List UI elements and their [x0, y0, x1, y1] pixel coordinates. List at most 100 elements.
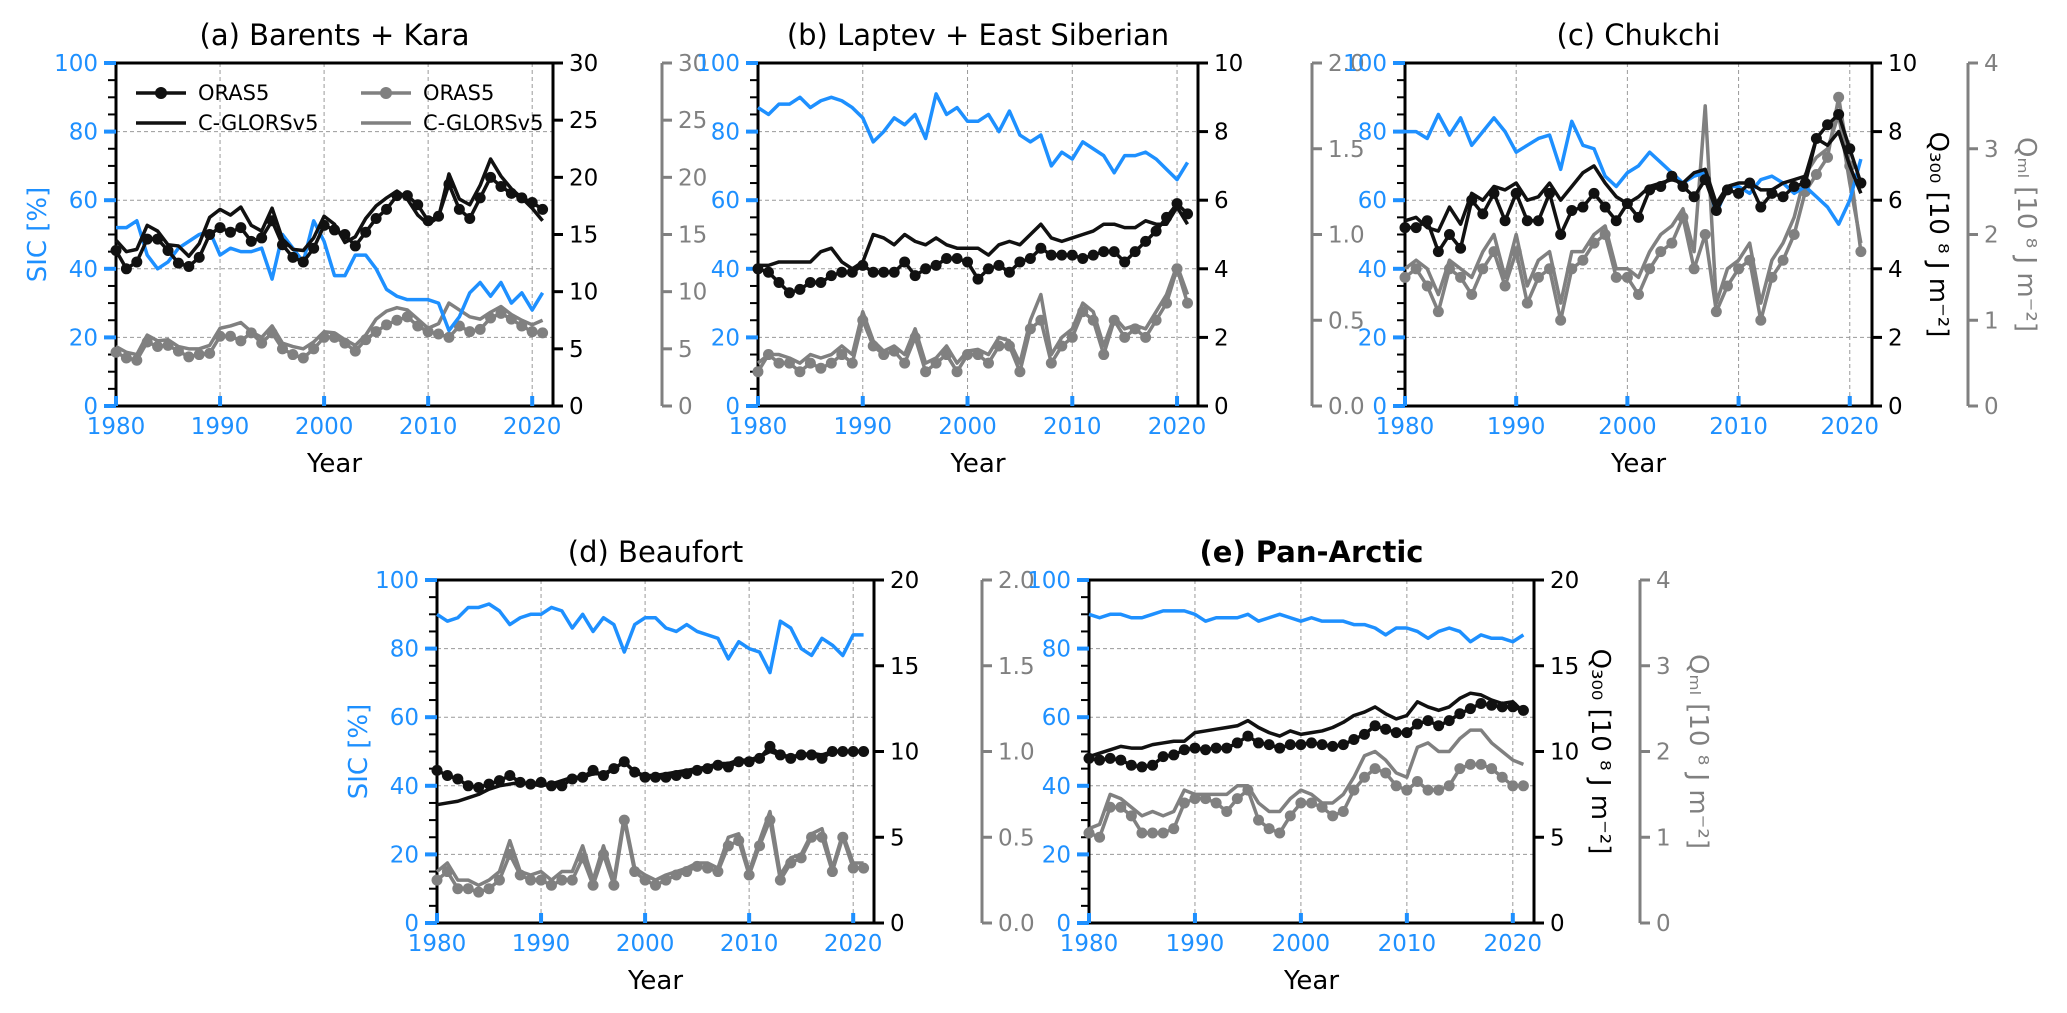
y3-tick-label: 2.0 [1328, 51, 1365, 77]
x-tick-label: 2000 [938, 414, 997, 440]
q300-oras5-point [1755, 201, 1767, 213]
qml-oras5-point [464, 326, 476, 338]
q300-oras5-point [256, 232, 268, 244]
qml-oras5-point [1087, 314, 1099, 326]
q300-oras5-point [329, 224, 340, 236]
q300-oras5-point [618, 756, 630, 768]
y-tick-label: 40 [1358, 257, 1387, 283]
qml-oras5-point [1666, 237, 1678, 249]
qml-oras5-point [349, 345, 361, 357]
y-tick-label: 0 [1056, 911, 1071, 937]
qml-oras5-point [1466, 289, 1478, 301]
qml-oras5-point [204, 347, 216, 359]
q300-oras5-point [639, 771, 651, 783]
q300-oras5-point [339, 229, 351, 240]
qml-oras5-point [329, 331, 340, 343]
q300-oras5-point [1833, 108, 1845, 120]
q300-axis-label: Q₃₀₀ [10 ⁸ J m⁻²] [1923, 132, 1953, 338]
qml-oras5-point [1499, 280, 1511, 292]
y3-tick-label: 15 [678, 223, 707, 249]
qml-oras5-point [1263, 823, 1275, 835]
q300-oras5-point [1242, 730, 1254, 742]
y2-tick-label: 10 [1214, 51, 1243, 77]
y3-tick-label: 0 [678, 394, 693, 420]
y3-tick-label: 2 [1656, 740, 1671, 766]
y2-tick-label: 20 [890, 568, 919, 594]
q300-oras5-point [1844, 143, 1856, 155]
y3-tick-label: 1 [1984, 308, 1999, 334]
qml-oras5-point [131, 354, 143, 366]
q300-oras5-point [1380, 723, 1392, 735]
qml-oras5-point [597, 848, 609, 860]
q300-oras5-point [266, 215, 278, 227]
y3-tick-label: 2.0 [998, 568, 1035, 594]
q300-cglors-line [114, 157, 544, 258]
x-tick-label: 1990 [191, 414, 250, 440]
qml-oras5-point [681, 866, 693, 878]
q300-cglors-line [758, 205, 1190, 271]
q300-oras5-point [670, 770, 682, 782]
q300-oras5-point [224, 226, 236, 238]
q300-oras5-point [1168, 749, 1180, 761]
x-tick-label: 1980 [1376, 414, 1435, 440]
q300-oras5-point [1433, 720, 1445, 732]
q300-oras5-point [1510, 187, 1522, 199]
qml-oras5-point [1136, 827, 1148, 839]
x-tick-label: 1980 [408, 931, 467, 957]
qml-oras5-point [1157, 827, 1169, 839]
y2-tick-label: 0 [890, 911, 905, 937]
q300-oras5-point [1147, 759, 1159, 771]
q300-oras5-point [422, 215, 434, 227]
qml-oras5-point [888, 345, 900, 357]
qml-oras5-point [473, 886, 485, 898]
y2-tick-label: 10 [890, 740, 919, 766]
q300-oras5-point [1486, 699, 1498, 711]
q300-oras5-point [629, 766, 641, 778]
q300-oras5-point [1056, 249, 1068, 261]
y-tick-label: 40 [69, 257, 98, 283]
q300-oras5-point [245, 235, 257, 247]
q300-oras5-point [993, 259, 1005, 271]
q300-oras5-point [443, 178, 455, 190]
qml-oras5-point [899, 357, 911, 369]
qml-oras5-point [1210, 797, 1222, 809]
y3-tick-label: 5 [678, 337, 693, 363]
q300-oras5-point [1777, 191, 1789, 203]
qml-oras5-point [712, 866, 724, 878]
y2-tick-label: 15 [569, 223, 598, 249]
qml-oras5-point [577, 852, 589, 864]
q300-oras5-point [1200, 744, 1212, 756]
q300-oras5-point [1677, 180, 1689, 192]
qml-oras5-point [505, 313, 517, 325]
qml-oras5-point [1295, 797, 1307, 809]
q300-oras5-point [1161, 211, 1173, 223]
q300-oras5-point [825, 270, 837, 282]
q300-oras5-point [1799, 177, 1811, 189]
y-tick-label: 80 [711, 120, 740, 146]
q300-oras5-point [1171, 198, 1183, 210]
q300-oras5-point [1477, 208, 1489, 220]
q300-oras5-point [1348, 733, 1360, 745]
q300-oras5-point [1140, 235, 1152, 247]
q300-oras5-point [951, 253, 963, 265]
qml-oras5-point [691, 860, 703, 872]
q300-oras5-point [857, 259, 869, 271]
y-tick-label: 0 [83, 394, 98, 420]
qml-oras5-point [504, 848, 516, 860]
qml-oras5-point [825, 357, 837, 369]
qml-oras5-point [1045, 357, 1057, 369]
qml-oras5-point [1633, 289, 1644, 301]
q300-oras5-point [318, 219, 330, 231]
y-tick-label: 0 [1372, 394, 1387, 420]
y-tick-label: 100 [1343, 51, 1387, 77]
qml-oras5-point [1168, 823, 1180, 835]
qml-oras5-point [370, 326, 382, 338]
q300-oras5-point [1358, 728, 1370, 740]
q300-oras5-point [837, 746, 849, 757]
legend: ORAS5 C-GLORSv5 ORAS5 C-GLORSv5 [136, 81, 543, 135]
qml-oras5-point [1477, 263, 1489, 275]
q300-oras5-point [1083, 752, 1095, 764]
q300-oras5-point [360, 226, 372, 238]
panel-title: (d) Beaufort [568, 535, 743, 569]
y2-tick-label: 10 [1888, 51, 1917, 77]
